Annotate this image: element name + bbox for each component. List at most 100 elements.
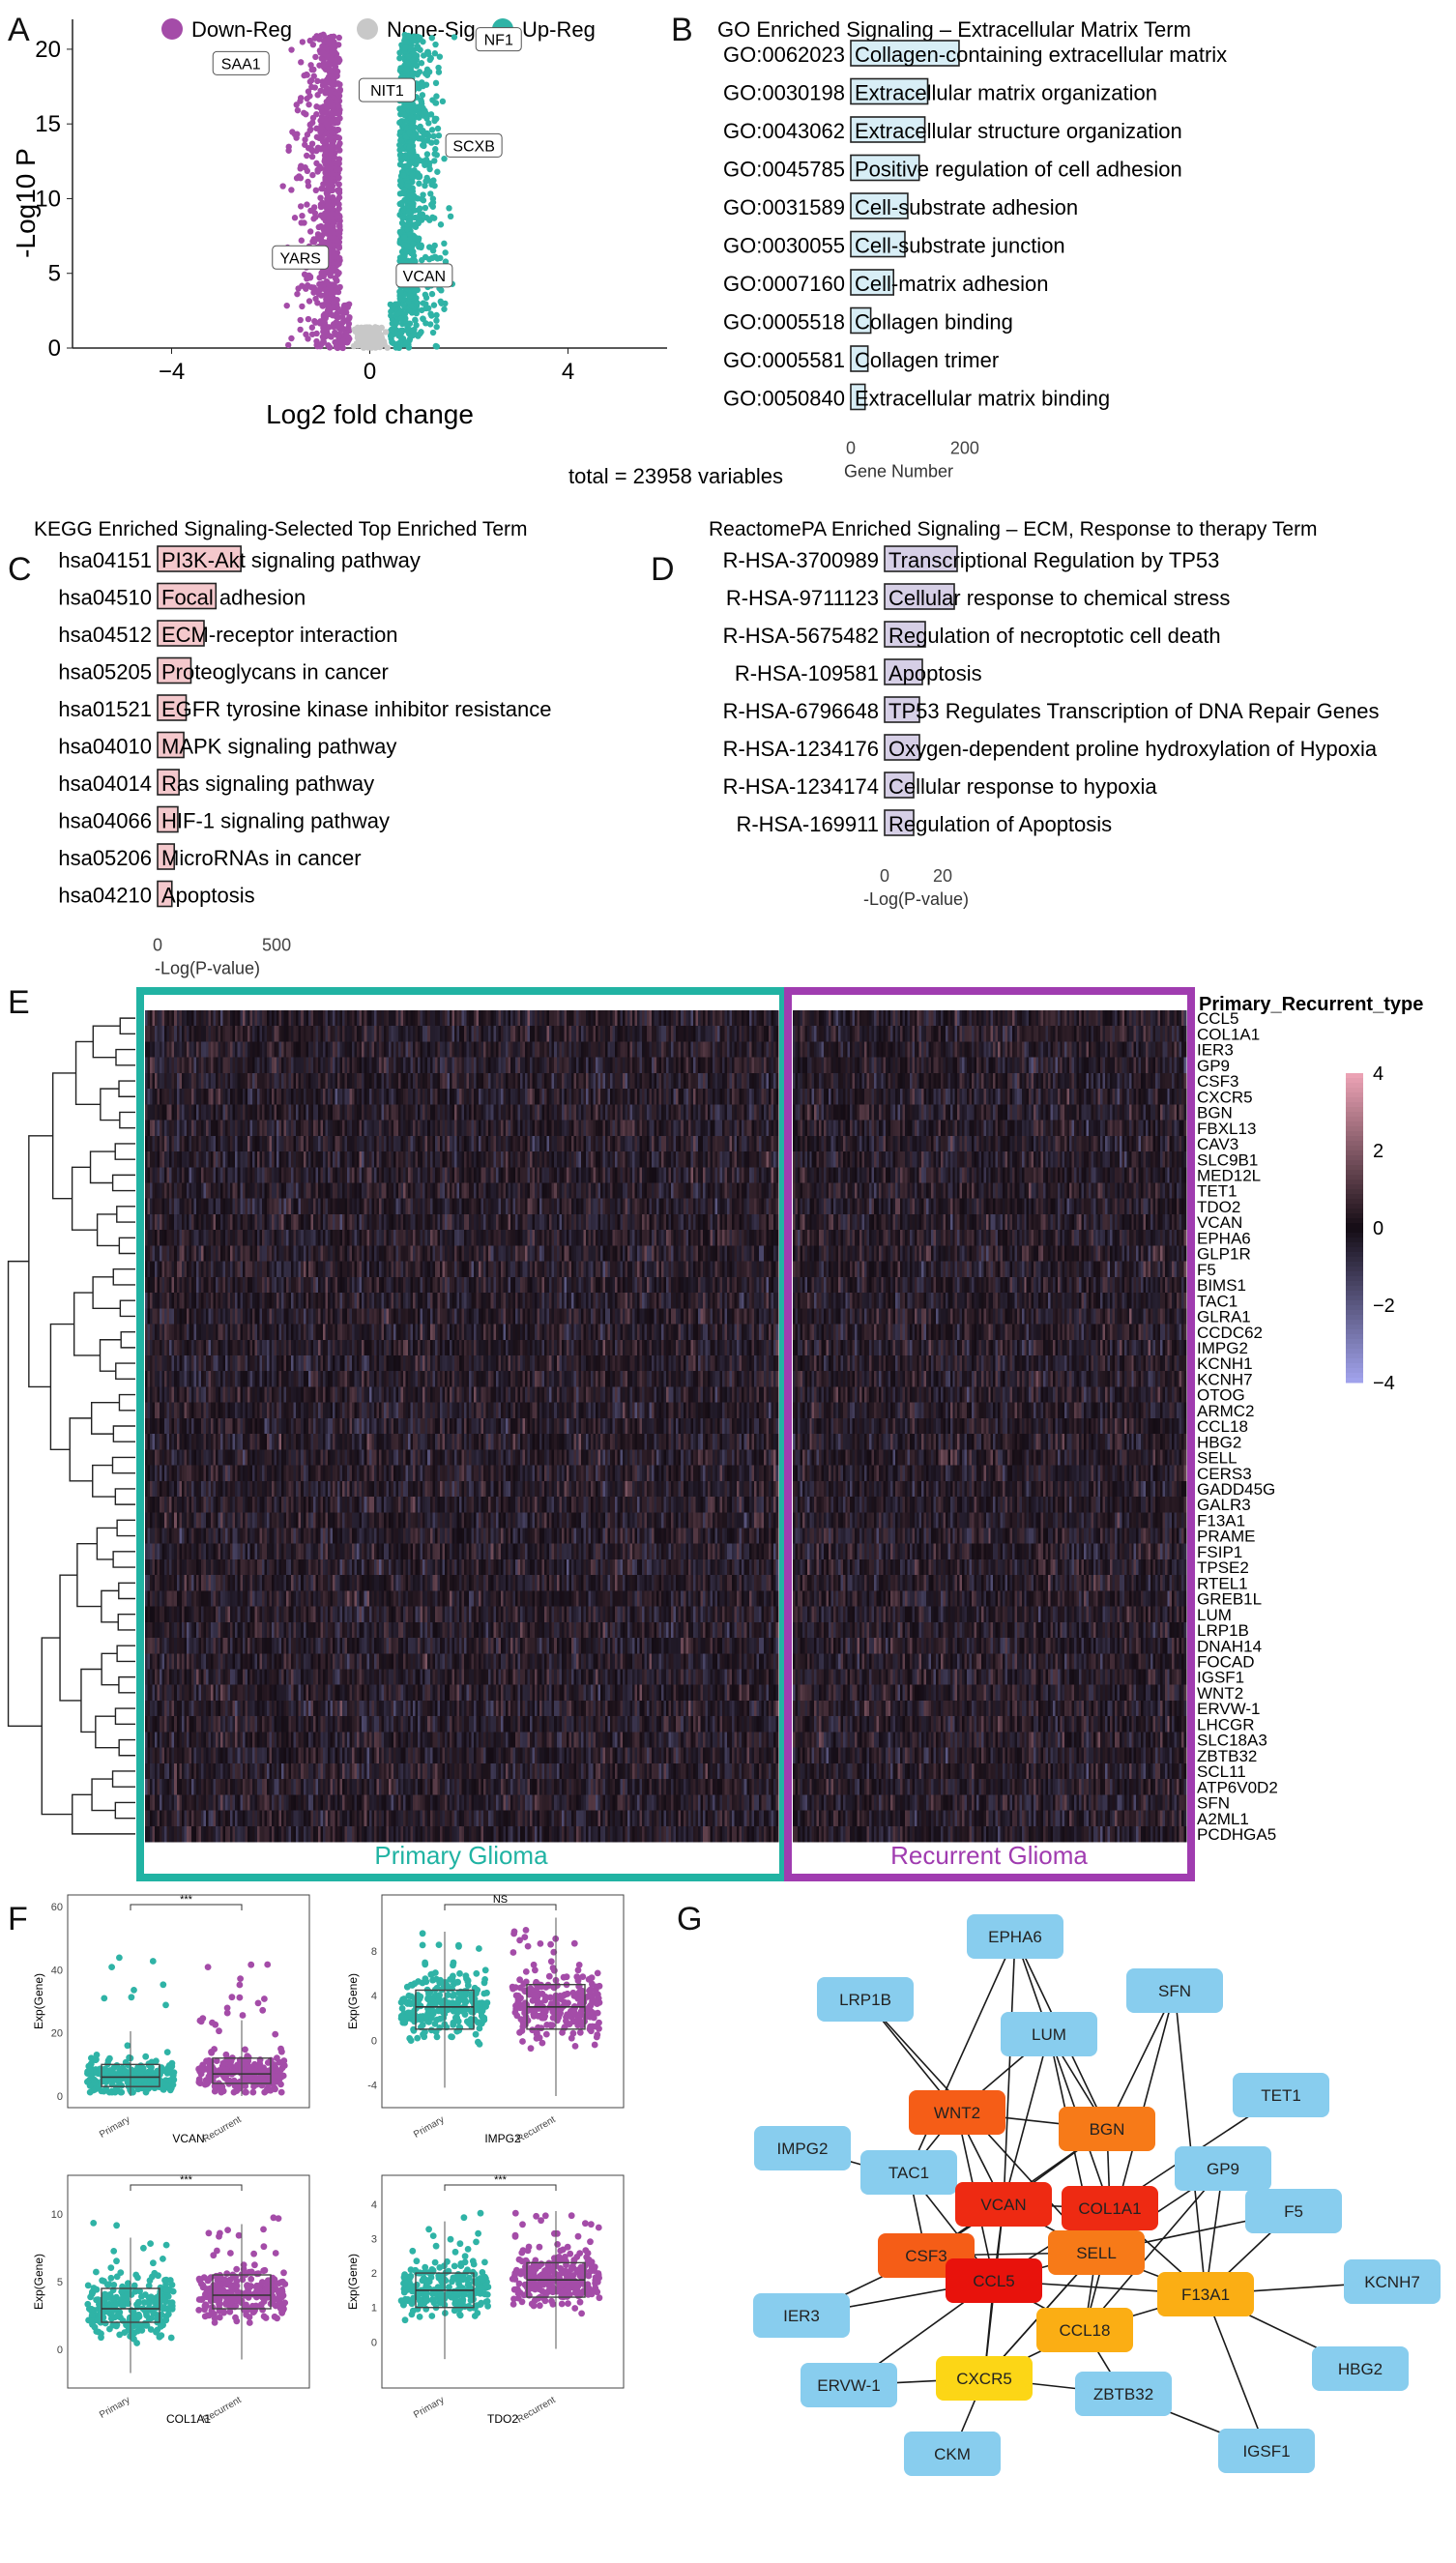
heatmap-cell <box>182 1010 185 1027</box>
heatmap-cell <box>248 1732 250 1748</box>
heatmap-cell <box>254 1340 257 1356</box>
heatmap-cell <box>172 1340 175 1356</box>
heatmap-cell <box>245 1293 248 1309</box>
heatmap-cell <box>249 1073 252 1090</box>
heatmap-cell <box>254 1371 257 1387</box>
heatmap-cell <box>243 1230 246 1246</box>
heatmap-cell <box>187 1748 189 1764</box>
heatmap-cell <box>196 1214 199 1231</box>
heatmap-cell <box>267 1151 270 1168</box>
heatmap-cell <box>153 1010 156 1027</box>
heatmap-cell <box>182 1293 185 1309</box>
heatmap-cell <box>172 1371 175 1387</box>
volcano-point <box>319 232 325 238</box>
heatmap-cell <box>184 1575 187 1591</box>
heatmap-cell <box>164 1058 167 1074</box>
heatmap-cell <box>257 1497 260 1513</box>
heatmap-cell <box>153 1512 156 1529</box>
heatmap-cell <box>177 1340 180 1356</box>
volcano-point <box>336 35 342 41</box>
heatmap-cell <box>218 1371 221 1387</box>
heatmap-cell <box>220 1355 223 1372</box>
heatmap-cell <box>201 1607 204 1623</box>
heatmap-cell <box>145 1466 148 1482</box>
heatmap-cell <box>191 1559 194 1576</box>
heatmap-cell <box>254 1355 257 1372</box>
heatmap-cell <box>249 1340 252 1356</box>
heatmap-cell <box>169 1230 172 1246</box>
heatmap-cell <box>189 1449 191 1466</box>
volcano-point <box>414 310 420 316</box>
heatmap-cell <box>189 1041 191 1058</box>
volcano-point <box>332 198 337 204</box>
heatmap-cell <box>211 1732 214 1748</box>
volcano-point <box>325 171 331 177</box>
heatmap-cell <box>235 1826 238 1843</box>
heatmap-cell <box>264 1685 267 1702</box>
heatmap-cell <box>216 1670 218 1686</box>
heatmap-cell <box>257 1732 260 1748</box>
heatmap-cell <box>182 1199 185 1215</box>
heatmap-cell <box>254 1026 257 1042</box>
heatmap-cell <box>182 1355 185 1372</box>
heatmap-cell <box>177 1763 180 1780</box>
heatmap-cell <box>235 1434 238 1450</box>
heatmap-cell <box>262 1121 265 1137</box>
heatmap-cell <box>220 1214 223 1231</box>
heatmap-cell <box>257 1089 260 1105</box>
heatmap-cell <box>153 1230 156 1246</box>
heatmap-cell <box>267 1528 270 1544</box>
heatmap-cell <box>228 1497 231 1513</box>
heatmap-cell <box>187 1701 189 1717</box>
heatmap-cell <box>259 1355 262 1372</box>
heatmap-cell <box>164 1732 167 1748</box>
heatmap-cell <box>233 1136 236 1152</box>
heatmap-cell <box>211 1010 214 1027</box>
heatmap-cell <box>167 1277 170 1294</box>
heatmap-cell <box>216 1481 218 1498</box>
heatmap-cell <box>158 1638 160 1654</box>
heatmap-cell <box>243 1434 246 1450</box>
heatmap-cell <box>249 1763 252 1780</box>
heatmap-cell <box>201 1449 204 1466</box>
heatmap-cell <box>216 1325 218 1341</box>
volcano-point <box>416 207 422 213</box>
heatmap-cell <box>220 1325 223 1341</box>
volcano-point <box>309 332 315 337</box>
volcano-point <box>415 103 421 109</box>
heatmap-cell <box>162 1355 165 1372</box>
heatmap-cell <box>223 1685 226 1702</box>
heatmap-cell <box>225 1136 228 1152</box>
heatmap-cell <box>164 1638 167 1654</box>
heatmap-cell <box>164 1104 167 1121</box>
heatmap-cell <box>225 1371 228 1387</box>
heatmap-cell <box>225 1089 228 1105</box>
volcano-point <box>398 157 404 162</box>
x-tick-label: 0 <box>880 866 889 886</box>
heatmap-cell <box>148 1308 151 1325</box>
heatmap-cell <box>264 1151 267 1168</box>
heatmap-cell <box>230 1262 233 1278</box>
heatmap-cell <box>158 1245 160 1262</box>
heatmap-cell <box>264 1559 267 1576</box>
heatmap-cell <box>243 1763 246 1780</box>
heatmap-cell <box>162 1449 165 1466</box>
heatmap-cell <box>225 1794 228 1811</box>
heatmap-cell <box>267 1481 270 1498</box>
heatmap-cell <box>233 1089 236 1105</box>
volcano-point <box>311 318 317 324</box>
volcano-point <box>336 245 342 250</box>
heatmap-cell <box>203 1449 206 1466</box>
dendrogram-branch <box>112 1457 135 1472</box>
heatmap-cell <box>218 1528 221 1544</box>
heatmap-cell <box>201 1670 204 1686</box>
heatmap-cell <box>153 1073 156 1090</box>
heatmap-cell <box>206 1670 209 1686</box>
heatmap-cell <box>209 1512 212 1529</box>
heatmap-cell <box>209 1481 212 1498</box>
heatmap-cell <box>150 1732 153 1748</box>
heatmap-cell <box>245 1590 248 1607</box>
heatmap-cell <box>223 1214 226 1231</box>
heatmap-cell <box>257 1638 260 1654</box>
heatmap-cell <box>209 1136 212 1152</box>
